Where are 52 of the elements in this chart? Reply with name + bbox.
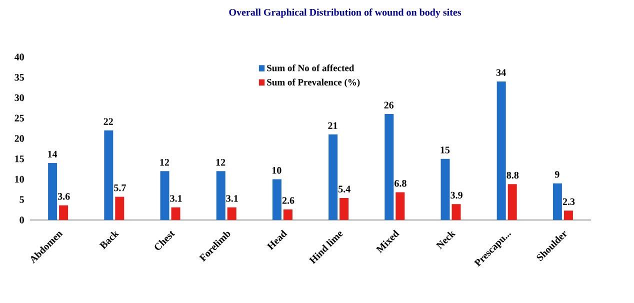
- y-tick-label: 5: [20, 196, 24, 203]
- bar: [552, 183, 562, 220]
- bar: [171, 207, 180, 220]
- chart-title: Overall Graphical Distribution of wound on body sites: [229, 8, 462, 18]
- bar: [384, 114, 394, 220]
- bar: [340, 198, 349, 220]
- data-label: 2.3: [562, 198, 575, 206]
- bar: [440, 158, 450, 220]
- data-label: 8.8: [506, 172, 519, 179]
- y-tick-label: 10: [15, 176, 24, 183]
- data-label: 34: [496, 69, 506, 76]
- data-label: 14: [48, 150, 58, 158]
- legend-label: Sum of Prevalence (%): [267, 78, 360, 88]
- bar: [48, 162, 58, 220]
- data-label: 12: [160, 158, 170, 166]
- bar: [452, 204, 461, 220]
- bar: [272, 179, 282, 220]
- data-label: 3.1: [226, 195, 238, 202]
- data-label: 5.4: [338, 186, 350, 192]
- data-label: 22: [104, 118, 113, 125]
- y-tick-label: 15: [15, 156, 24, 162]
- data-label: 12: [216, 158, 226, 166]
- legend-label: Sum of No of affected: [267, 64, 354, 72]
- bar: [227, 207, 236, 220]
- y-tick-label: 30: [14, 94, 24, 102]
- bar: [59, 205, 68, 220]
- data-label: 3.9: [450, 192, 462, 199]
- y-tick-label: 25: [14, 114, 24, 122]
- bar: [216, 171, 226, 220]
- y-tick-label: 20: [14, 135, 24, 142]
- data-label: 21: [328, 122, 338, 129]
- bar: [508, 184, 517, 220]
- bar: [328, 134, 338, 220]
- bar: [496, 81, 506, 220]
- bar: [160, 171, 170, 220]
- bar: [115, 196, 124, 220]
- y-tick-label: 35: [14, 74, 24, 81]
- data-label: 3.1: [170, 195, 182, 202]
- data-label: 3.6: [58, 193, 70, 200]
- data-label: 9: [554, 171, 560, 178]
- y-tick-label: 0: [20, 216, 24, 224]
- data-label: 10: [272, 166, 282, 174]
- bar: [283, 209, 292, 220]
- bar: [396, 192, 405, 220]
- y-tick-label: 40: [14, 54, 24, 60]
- bar: [564, 210, 573, 220]
- bar: [104, 130, 114, 220]
- data-label: 6.8: [394, 180, 406, 187]
- data-label: 5.7: [114, 184, 126, 192]
- data-label: 26: [384, 102, 394, 109]
- data-label: 2.6: [282, 197, 294, 204]
- data-label: 15: [440, 146, 450, 154]
